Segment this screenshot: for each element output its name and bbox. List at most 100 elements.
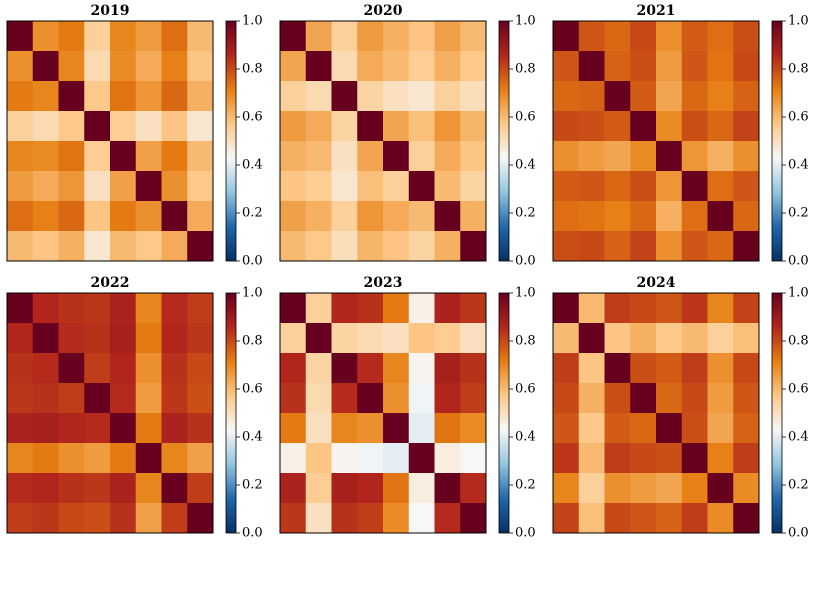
heatmap-cell xyxy=(7,293,34,324)
heatmap-cell xyxy=(578,443,605,474)
heatmap-cell xyxy=(7,503,34,534)
heatmap-cell xyxy=(604,353,631,384)
heatmap-cell xyxy=(434,323,461,354)
heatmap-cell xyxy=(135,443,162,474)
heatmap-cell xyxy=(578,231,605,262)
heatmap-cell xyxy=(434,201,461,232)
heatmap-cell xyxy=(357,503,384,534)
heatmap-cell xyxy=(383,503,410,534)
heatmap-cell xyxy=(383,443,410,474)
heatmap-cell xyxy=(187,323,214,354)
heatmap-cell xyxy=(460,111,487,142)
heatmap-cell xyxy=(681,473,708,504)
heatmap-cell xyxy=(383,231,410,262)
heatmap-cell xyxy=(305,21,332,52)
heatmap-cell xyxy=(305,201,332,232)
heatmap-cell xyxy=(733,201,760,232)
heatmap-cell xyxy=(110,443,137,474)
colorbar-tick-label: 0.2 xyxy=(515,478,536,493)
heatmap-cell xyxy=(161,21,188,52)
heatmap-cell xyxy=(110,353,137,384)
heatmap-cell xyxy=(707,111,734,142)
heatmap-cell xyxy=(187,473,214,504)
heatmap-cell xyxy=(161,81,188,112)
heatmap-cell xyxy=(32,383,59,414)
heatmap-cell xyxy=(32,503,59,534)
heatmap-cell xyxy=(58,443,85,474)
heatmap-cell xyxy=(280,323,307,354)
heatmap-cell xyxy=(553,201,580,232)
heatmap-cell xyxy=(110,81,137,112)
heatmap-cell xyxy=(553,473,580,504)
heatmap-cell xyxy=(434,111,461,142)
heatmap-cell xyxy=(383,51,410,82)
heatmap-cell xyxy=(553,141,580,172)
heatmap-cell xyxy=(681,413,708,444)
heatmap-cell xyxy=(578,323,605,354)
heatmap-cell xyxy=(630,141,657,172)
heatmap-cell xyxy=(7,111,34,142)
heatmap-cell xyxy=(733,413,760,444)
heatmap-cell xyxy=(578,503,605,534)
heatmap-cell xyxy=(331,353,358,384)
colorbar-tick-label: 0.4 xyxy=(242,158,263,173)
heatmap-cell xyxy=(32,141,59,172)
heatmap-cell xyxy=(383,81,410,112)
heatmap-cell xyxy=(7,413,34,444)
heatmap-cell xyxy=(733,293,760,324)
heatmap-cell xyxy=(280,21,307,52)
heatmap-cell xyxy=(460,51,487,82)
heatmap-cell xyxy=(305,443,332,474)
heatmap-cell xyxy=(408,383,435,414)
heatmap-cell xyxy=(434,293,461,324)
heatmap-cell xyxy=(58,201,85,232)
heatmap-cell xyxy=(630,21,657,52)
heatmap-cell xyxy=(280,353,307,384)
heatmap-cell xyxy=(604,293,631,324)
heatmap-cell xyxy=(553,503,580,534)
heatmap-cell xyxy=(357,413,384,444)
heatmap-cell xyxy=(187,231,214,262)
colorbar-tick-label: 0.2 xyxy=(788,478,809,493)
heatmap-cell xyxy=(305,171,332,202)
heatmap-cell xyxy=(408,111,435,142)
heatmap-cell xyxy=(58,383,85,414)
heatmap-cell xyxy=(630,111,657,142)
heatmap-cell xyxy=(434,503,461,534)
heatmap-cell xyxy=(707,323,734,354)
heatmap-cell xyxy=(656,443,683,474)
heatmap-cell xyxy=(681,21,708,52)
heatmap-cell xyxy=(110,323,137,354)
heatmap-cell xyxy=(280,473,307,504)
heatmap-cell xyxy=(280,201,307,232)
heatmap-cell xyxy=(135,383,162,414)
heatmap-cell xyxy=(135,413,162,444)
heatmap-cell xyxy=(7,323,34,354)
colorbar-tick-label: 0.8 xyxy=(788,62,809,77)
heatmap-cell xyxy=(331,503,358,534)
heatmap-cell xyxy=(578,473,605,504)
heatmap-cell xyxy=(553,231,580,262)
heatmap-cell xyxy=(84,443,111,474)
heatmap-cell xyxy=(331,111,358,142)
heatmap-cell xyxy=(460,413,487,444)
heatmap-cell xyxy=(7,443,34,474)
heatmap-cell xyxy=(733,21,760,52)
colorbar-tick-label: 1.0 xyxy=(788,14,809,29)
heatmap-cell xyxy=(707,383,734,414)
colorbar-tick-label: 1.0 xyxy=(242,286,263,301)
heatmap-cell xyxy=(58,293,85,324)
heatmap-cell xyxy=(733,473,760,504)
heatmap-cell xyxy=(7,171,34,202)
heatmap-cell xyxy=(656,201,683,232)
heatmap-cell xyxy=(681,171,708,202)
heatmap-cell xyxy=(58,51,85,82)
heatmap-cell xyxy=(161,413,188,444)
heatmap-cell xyxy=(32,473,59,504)
heatmap-cell xyxy=(681,503,708,534)
heatmap-cell xyxy=(434,413,461,444)
heatmap-cell xyxy=(383,413,410,444)
heatmap-cell xyxy=(58,141,85,172)
heatmap-cell xyxy=(135,111,162,142)
heatmap-cell xyxy=(434,443,461,474)
